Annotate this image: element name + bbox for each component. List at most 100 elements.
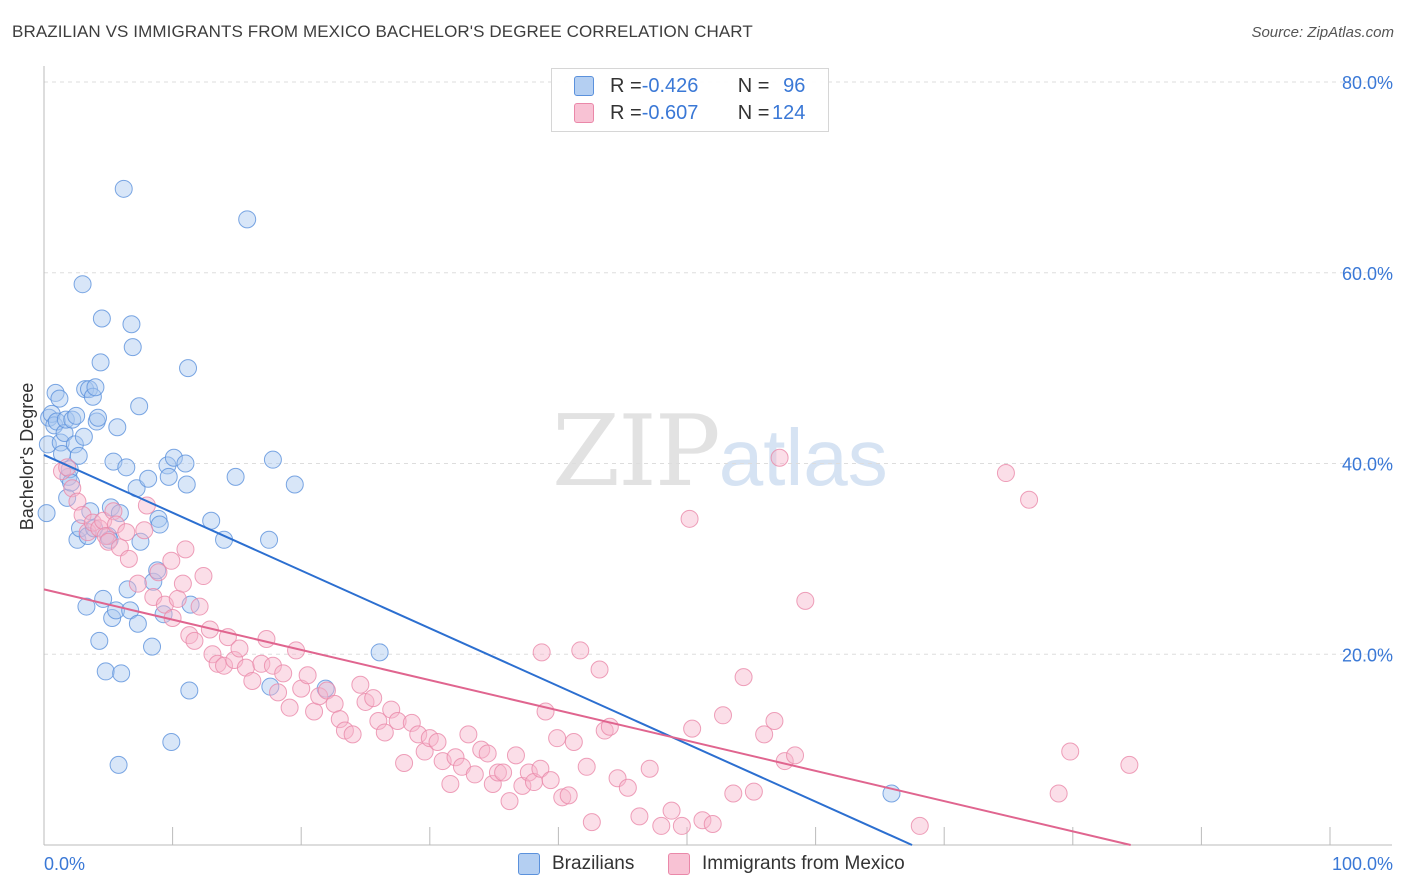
brazilian-point-0	[37, 504, 56, 523]
mexico-point-43	[269, 683, 288, 702]
brazilian-point-31	[86, 378, 105, 397]
mexico-point-25	[173, 574, 192, 593]
mexico-point-55	[343, 725, 362, 744]
brazilian-point-68	[162, 732, 181, 751]
mexico-point-120	[1049, 784, 1068, 803]
mexico-point-106	[693, 811, 712, 830]
mexico-point-102	[652, 816, 671, 835]
mexico-point-113	[765, 712, 784, 731]
mexico-point-58	[364, 689, 383, 708]
watermark-atlas: atlas	[718, 413, 888, 502]
legend-row-brazilians: R = -0.426 N = 96	[574, 74, 805, 98]
mexico-point-42	[263, 656, 282, 675]
brazilian-point-73	[180, 681, 199, 700]
mexico-point-60	[375, 723, 394, 742]
mexico-point-14	[117, 523, 136, 542]
mexico-point-22	[162, 551, 181, 570]
brazilian-point-49	[114, 179, 133, 198]
mexico-point-81	[506, 746, 525, 765]
mexico-point-123	[680, 509, 699, 528]
mexico-point-107	[703, 815, 722, 834]
brazilian-point-70	[176, 454, 195, 473]
brazilian-point-10	[55, 423, 74, 442]
brazilian-point-71	[177, 475, 196, 494]
chart-title: BRAZILIAN VS IMMIGRANTS FROM MEXICO BACH…	[12, 22, 753, 41]
mexico-point-112	[755, 725, 774, 744]
bottom-legend-swatch-blue	[518, 853, 540, 875]
mexico-point-91	[564, 732, 583, 751]
mexico-point-74	[465, 765, 484, 784]
brazilian-point-22	[73, 275, 92, 294]
brazilian-trend-line	[43, 454, 913, 846]
mexico-point-40	[252, 654, 271, 673]
mexico-point-59	[369, 712, 388, 731]
mexico-point-30	[194, 567, 213, 586]
mexico-point-87	[541, 771, 560, 790]
mexico-point-68	[428, 732, 447, 751]
brazilian-point-61	[144, 572, 163, 591]
brazilian-point-17	[65, 435, 84, 454]
mexico-point-53	[330, 710, 349, 729]
mexico-point-85	[531, 759, 550, 778]
mexico-point-20	[149, 563, 168, 582]
mexico-point-116	[796, 591, 815, 610]
mexico-point-37	[230, 639, 249, 658]
brazilian-point-36	[92, 309, 111, 328]
brazilian-point-67	[159, 467, 178, 486]
mexico-point-118	[996, 464, 1015, 483]
mexico-point-3	[68, 492, 87, 511]
source-label: Source: ZipAtlas.com	[1251, 24, 1394, 41]
mexico-point-45	[280, 698, 299, 717]
mexico-point-64	[402, 713, 421, 732]
mexico-point-115	[786, 746, 805, 765]
mexico-point-104	[672, 816, 691, 835]
brazilian-point-7	[50, 389, 69, 408]
mexico-point-101	[640, 759, 659, 778]
mexico-point-111	[744, 782, 763, 801]
legend-swatch-pink	[574, 103, 594, 123]
mexico-point-28	[185, 631, 204, 650]
mexico-point-51	[317, 681, 336, 700]
legend-n-label-1: N =	[737, 74, 770, 97]
mexico-point-26	[176, 540, 195, 559]
mexico-point-73	[459, 725, 478, 744]
mexico-point-2	[63, 479, 82, 498]
x-tick-label-min: 0.0%	[44, 854, 85, 874]
mexico-point-108	[714, 706, 733, 725]
mexico-point-16	[128, 574, 147, 593]
mexico-point-48	[298, 666, 317, 685]
mexico-point-94	[582, 813, 601, 832]
mexico-point-110	[734, 668, 753, 687]
legend-n-value-1: 96	[783, 74, 806, 97]
brazilian-point-11	[56, 410, 75, 429]
mexico-point-78	[488, 763, 507, 782]
mexico-point-62	[388, 712, 407, 731]
mexico-point-99	[618, 778, 637, 797]
brazilian-point-46	[109, 755, 128, 774]
mexico-point-34	[215, 656, 234, 675]
brazilian-point-77	[226, 467, 245, 486]
brazilian-point-19	[68, 530, 87, 549]
mexico-point-88	[548, 729, 567, 748]
mexico-point-32	[203, 645, 222, 664]
mexico-point-15	[119, 549, 138, 568]
brazilian-point-33	[89, 408, 108, 427]
legend-r-value-1: -0.426	[641, 74, 699, 97]
brazilian-point-23	[74, 427, 93, 446]
mexico-point-4	[73, 506, 92, 525]
mexico-point-61	[382, 700, 401, 719]
mexico-point-56	[351, 675, 370, 694]
mexico-point-17	[135, 521, 154, 540]
mexico-point-100	[630, 807, 649, 826]
brazilian-point-54	[123, 338, 142, 357]
mexico-point-124	[532, 643, 551, 662]
bottom-legend-swatch-pink	[668, 853, 690, 875]
mexico-point-119	[1020, 490, 1039, 509]
brazilian-point-53	[122, 315, 141, 334]
brazilian-point-82	[285, 475, 304, 494]
mexico-point-77	[483, 774, 502, 793]
mexico-point-24	[168, 589, 187, 608]
brazilian-point-47	[110, 504, 129, 523]
brazilian-point-63	[149, 509, 168, 528]
mexico-point-65	[409, 725, 428, 744]
